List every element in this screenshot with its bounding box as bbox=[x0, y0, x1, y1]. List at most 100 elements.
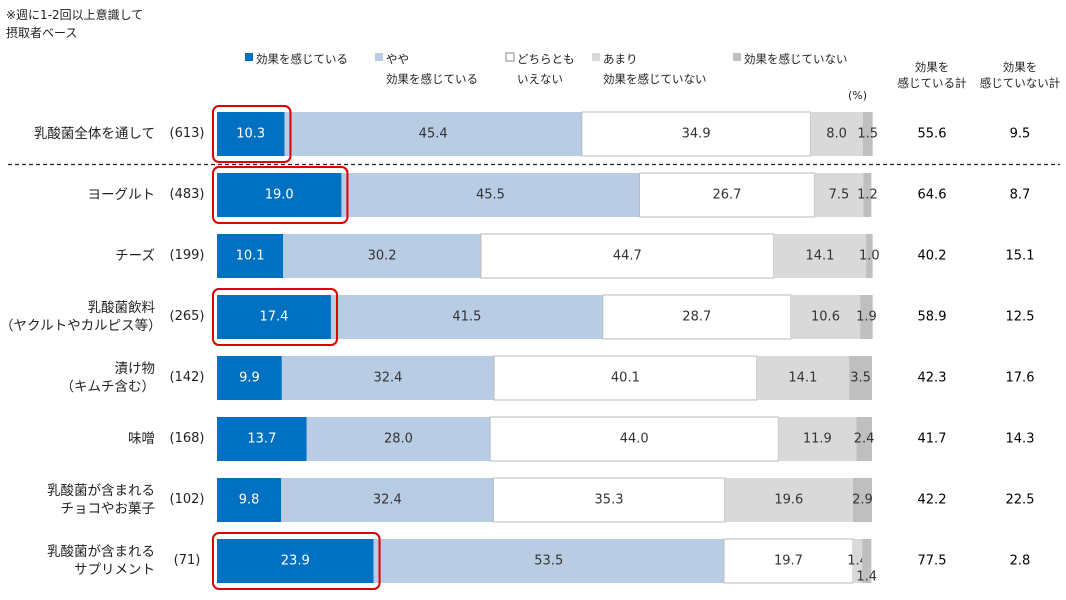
value-label: 1.4 bbox=[856, 570, 877, 585]
value-label: 35.3 bbox=[595, 493, 624, 508]
value-label: 19.6 bbox=[774, 493, 803, 508]
legend-label: 効果を感じている bbox=[256, 52, 348, 66]
legend-label: どちらとも いえない bbox=[517, 52, 575, 87]
bar-segment bbox=[778, 417, 857, 461]
bar-segment bbox=[810, 112, 863, 156]
legend-label: 効果を感じていない bbox=[744, 52, 848, 66]
value-label: 8.0 bbox=[826, 127, 847, 142]
bar-segment bbox=[862, 539, 872, 583]
value-label: 2.9 bbox=[852, 493, 873, 508]
value-label: 3.5 bbox=[850, 371, 871, 386]
total-value: 17.6 bbox=[1006, 371, 1035, 386]
value-label: 10.3 bbox=[236, 127, 265, 142]
bar-segment bbox=[853, 478, 872, 522]
value-label: 30.2 bbox=[368, 249, 397, 264]
bar-segment bbox=[283, 234, 481, 278]
value-label: 11.9 bbox=[803, 432, 832, 447]
bar-segment bbox=[723, 538, 854, 584]
legend-swatch bbox=[592, 53, 600, 61]
bar-segment bbox=[284, 112, 582, 156]
value-label: 10.6 bbox=[811, 310, 840, 325]
total-value: 41.7 bbox=[918, 432, 947, 447]
sample-size: (142) bbox=[169, 370, 205, 386]
value-label: 23.9 bbox=[281, 554, 310, 569]
category-label: 乳酸菌が含まれる サプリメント bbox=[47, 543, 155, 578]
value-label: 9.9 bbox=[239, 371, 260, 386]
highlight-box bbox=[212, 288, 338, 346]
total-value: 8.7 bbox=[1010, 188, 1031, 203]
value-label: 26.7 bbox=[712, 188, 741, 203]
value-label: 7.5 bbox=[829, 188, 850, 203]
bar-segment bbox=[217, 478, 282, 522]
value-label: 1.5 bbox=[857, 127, 878, 142]
legend-label: やや 効果を感じている bbox=[386, 52, 478, 87]
legend-swatch bbox=[505, 52, 515, 62]
category-label: 乳酸菌が含まれる チョコやお菓子 bbox=[47, 482, 155, 517]
category-label: ヨーグルト bbox=[87, 186, 156, 203]
bar-segment bbox=[853, 539, 863, 583]
bar-segment bbox=[773, 234, 867, 278]
category-label: 乳酸菌全体を通して bbox=[33, 125, 155, 142]
bar-segment bbox=[217, 112, 285, 156]
bar-segment bbox=[866, 234, 873, 278]
value-label: 41.5 bbox=[452, 310, 481, 325]
total-header: 効果を 感じている計 bbox=[897, 60, 967, 90]
total-header: 効果を 感じていない計 bbox=[979, 60, 1061, 90]
bar-segment bbox=[217, 295, 331, 339]
bar-segment bbox=[373, 539, 724, 583]
legend-swatch bbox=[245, 53, 253, 61]
bar-segment bbox=[863, 173, 872, 217]
bar-segment bbox=[217, 234, 284, 278]
note: ※週に1-2回以上意識して 摂取者ベース bbox=[6, 8, 144, 40]
value-label: 44.7 bbox=[613, 249, 642, 264]
bar-segment bbox=[581, 111, 811, 157]
value-label: 28.0 bbox=[384, 432, 413, 447]
value-label: 1.0 bbox=[859, 249, 880, 264]
value-label: 14.1 bbox=[805, 249, 834, 264]
bar-segment bbox=[217, 356, 282, 400]
legend-swatch bbox=[375, 53, 383, 61]
legend-swatch bbox=[733, 53, 741, 61]
bar-segment bbox=[330, 295, 603, 339]
value-label: 9.8 bbox=[239, 493, 260, 508]
bar-segment bbox=[856, 417, 872, 461]
category-label: チーズ bbox=[115, 247, 155, 264]
sample-size: (168) bbox=[169, 431, 205, 447]
highlight-box bbox=[212, 105, 292, 163]
value-label: 19.7 bbox=[774, 554, 803, 569]
total-value: 9.5 bbox=[1010, 127, 1031, 142]
category-label: 乳酸菌飲料 （ヤクルトやカルピス等） bbox=[0, 299, 162, 334]
bar-segment bbox=[306, 417, 491, 461]
bar-segment bbox=[281, 478, 494, 522]
bar-segment bbox=[814, 173, 864, 217]
bar-segment bbox=[860, 295, 873, 339]
bar-segment bbox=[602, 294, 792, 340]
bar-segment bbox=[281, 356, 495, 400]
value-label: 13.7 bbox=[247, 432, 276, 447]
bar-segment bbox=[341, 173, 640, 217]
value-label: 14.1 bbox=[788, 371, 817, 386]
value-label: 19.0 bbox=[265, 188, 294, 203]
total-value: 42.2 bbox=[918, 493, 947, 508]
total-value: 42.3 bbox=[918, 371, 947, 386]
sample-size: (102) bbox=[169, 492, 205, 508]
total-value: 12.5 bbox=[1006, 310, 1035, 325]
value-label: 53.5 bbox=[534, 554, 563, 569]
sample-size: (483) bbox=[169, 187, 205, 203]
total-value: 64.6 bbox=[918, 188, 947, 203]
category-label: 味噌 bbox=[128, 430, 155, 447]
value-label: 1.2 bbox=[857, 188, 878, 203]
sample-size: (199) bbox=[169, 248, 205, 264]
highlight-box bbox=[212, 532, 381, 590]
value-label: 1.9 bbox=[856, 310, 877, 325]
sample-size: (613) bbox=[169, 126, 205, 142]
bar-segment bbox=[756, 356, 850, 400]
legend-label: あまり 効果を感じていない bbox=[603, 52, 707, 87]
bar-segment bbox=[638, 172, 815, 218]
value-label: 45.5 bbox=[476, 188, 505, 203]
total-value: 77.5 bbox=[918, 554, 947, 569]
bar-segment bbox=[849, 356, 872, 400]
bar-segment bbox=[217, 417, 307, 461]
total-value: 22.5 bbox=[1006, 493, 1035, 508]
